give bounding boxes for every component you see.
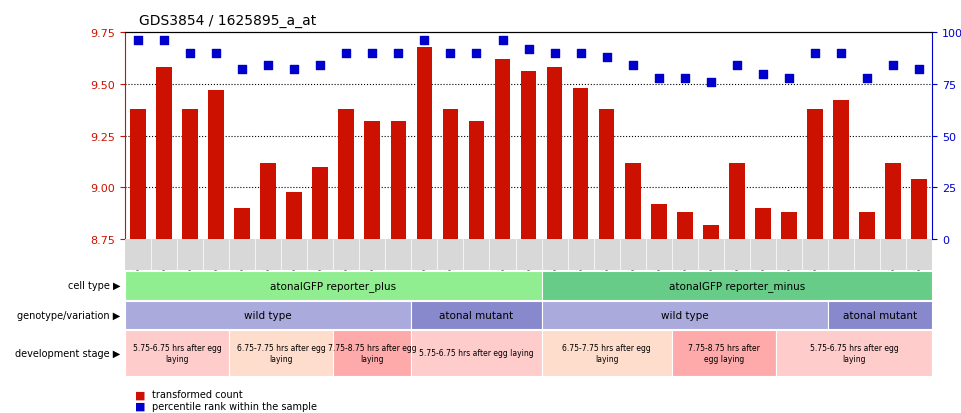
Text: 5.75-6.75 hrs after egg
laying: 5.75-6.75 hrs after egg laying [810, 344, 899, 363]
Text: atonalGFP reporter_minus: atonalGFP reporter_minus [669, 280, 805, 291]
Point [547, 50, 562, 57]
Text: genotype/variation ▶: genotype/variation ▶ [17, 310, 120, 320]
Bar [443, 109, 458, 240]
Point [364, 50, 380, 57]
Bar [364, 122, 381, 240]
Point [286, 67, 302, 74]
Point [755, 71, 771, 78]
Point [443, 50, 458, 57]
Text: 7.75-8.75 hrs after egg
laying: 7.75-8.75 hrs after egg laying [328, 344, 417, 363]
Point [209, 50, 224, 57]
Text: atonalGFP reporter_plus: atonalGFP reporter_plus [270, 280, 396, 291]
Bar [183, 109, 198, 240]
Text: wild type: wild type [244, 310, 292, 320]
Point [703, 79, 719, 86]
Text: GDS3854 / 1625895_a_at: GDS3854 / 1625895_a_at [139, 14, 316, 28]
Point [599, 55, 614, 61]
Point [781, 75, 797, 82]
Point [833, 50, 849, 57]
Point [729, 63, 745, 69]
Point [521, 46, 536, 53]
Text: ■: ■ [135, 401, 145, 411]
Text: cell type ▶: cell type ▶ [67, 281, 120, 291]
Text: atonal mutant: atonal mutant [439, 310, 513, 320]
Text: transformed count: transformed count [152, 389, 242, 399]
Bar [755, 209, 771, 240]
Text: development stage ▶: development stage ▶ [14, 348, 120, 358]
Text: 7.75-8.75 hrs after
egg laying: 7.75-8.75 hrs after egg laying [688, 344, 760, 363]
Bar [495, 60, 510, 240]
Bar [521, 72, 536, 240]
Text: 6.75-7.75 hrs after egg
laying: 6.75-7.75 hrs after egg laying [236, 344, 326, 363]
Point [625, 63, 640, 69]
Bar [157, 68, 172, 240]
Bar [234, 209, 250, 240]
Point [417, 38, 432, 45]
Text: 5.75-6.75 hrs after egg laying: 5.75-6.75 hrs after egg laying [419, 349, 533, 358]
Point [859, 75, 875, 82]
Point [183, 50, 198, 57]
Bar [703, 225, 719, 240]
Bar [651, 204, 667, 240]
Point [338, 50, 354, 57]
Text: wild type: wild type [661, 310, 708, 320]
Bar [312, 167, 328, 240]
Bar [390, 122, 407, 240]
Bar [547, 68, 562, 240]
Bar [573, 89, 588, 240]
Point [807, 50, 823, 57]
Bar [469, 122, 484, 240]
Bar [286, 192, 302, 240]
Point [157, 38, 172, 45]
Bar [416, 47, 432, 240]
Text: ■: ■ [135, 389, 145, 399]
Text: atonal mutant: atonal mutant [843, 310, 917, 320]
Point [678, 75, 693, 82]
Bar [781, 213, 797, 240]
Point [573, 50, 588, 57]
Point [234, 67, 250, 74]
Point [495, 38, 510, 45]
Bar [729, 163, 745, 240]
Bar [625, 163, 641, 240]
Bar [885, 163, 900, 240]
Bar [338, 109, 354, 240]
Bar [911, 180, 927, 240]
Point [885, 63, 900, 69]
Point [651, 75, 666, 82]
Text: 5.75-6.75 hrs after egg
laying: 5.75-6.75 hrs after egg laying [133, 344, 221, 363]
Bar [677, 213, 693, 240]
Bar [833, 101, 849, 240]
Bar [130, 109, 146, 240]
Point [312, 63, 328, 69]
Text: 6.75-7.75 hrs after egg
laying: 6.75-7.75 hrs after egg laying [562, 344, 651, 363]
Point [911, 67, 926, 74]
Bar [260, 163, 276, 240]
Bar [209, 91, 224, 240]
Bar [859, 213, 875, 240]
Point [391, 50, 407, 57]
Bar [807, 109, 823, 240]
Point [260, 63, 276, 69]
Point [469, 50, 484, 57]
Text: percentile rank within the sample: percentile rank within the sample [152, 401, 317, 411]
Point [131, 38, 146, 45]
Bar [599, 109, 614, 240]
